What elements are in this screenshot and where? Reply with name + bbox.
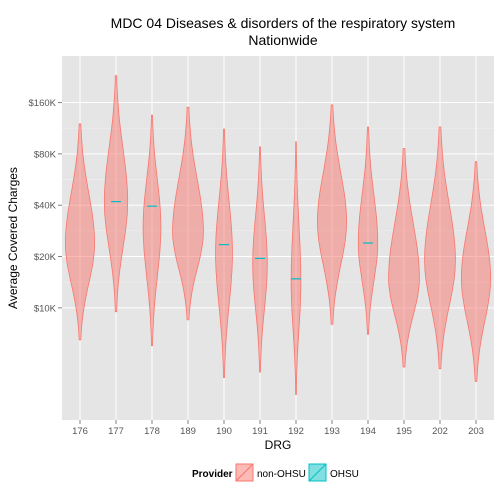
legend-label-non-ohsu: non-OHSU	[257, 469, 306, 480]
violin-non-ohsu	[460, 161, 492, 382]
ohsu-marks	[111, 200, 373, 280]
y-axis-ticks: $10K $20K $40K $80K $160K	[29, 98, 62, 314]
x-tick-label: 189	[180, 426, 196, 437]
x-tick-label: 177	[108, 426, 124, 437]
legend-title: Provider	[192, 469, 233, 480]
x-tick-label: 193	[324, 426, 340, 437]
x-tick-label: 195	[396, 426, 412, 437]
x-tick-label: 192	[288, 426, 304, 437]
x-tick-label: 203	[468, 426, 484, 437]
x-tick-label: 202	[432, 426, 448, 437]
violin-non-ohsu	[64, 123, 96, 341]
x-axis-ticks: 176 177 178 189 190 191 192 193 194 195 202 203	[72, 420, 484, 437]
violin-non-ohsu	[142, 114, 162, 347]
violin-non-ohsu	[424, 126, 456, 370]
x-tick-label: 176	[72, 426, 88, 437]
y-tick-label: $40K	[34, 201, 57, 212]
legend-key-ohsu-slash	[308, 463, 327, 482]
x-tick-label: 191	[252, 426, 268, 437]
y-tick-label: $10K	[34, 303, 57, 314]
legend-label-ohsu: OHSU	[330, 469, 359, 480]
violins	[64, 75, 492, 395]
y-axis-title: Average Covered Charges	[6, 167, 20, 309]
chart-subtitle: Nationwide	[248, 32, 317, 48]
violin-non-ohsu	[172, 106, 204, 321]
legend-key-non-ohsu-slash	[235, 463, 254, 482]
y-tick-label: $20K	[34, 252, 57, 263]
violin-non-ohsu	[252, 146, 268, 373]
chart-title: MDC 04 Diseases & disorders of the respi…	[111, 15, 456, 31]
x-tick-label: 190	[216, 426, 232, 437]
violin-non-ohsu	[316, 104, 348, 325]
y-tick-label: $160K	[29, 98, 57, 109]
violin-non-ohsu	[103, 75, 129, 313]
x-tick-label: 194	[360, 426, 376, 437]
y-tick-label: $80K	[34, 149, 57, 160]
violin-non-ohsu	[215, 128, 233, 378]
violin-non-ohsu	[357, 126, 379, 335]
violin-non-ohsu	[388, 148, 420, 368]
legend: Provider non-OHSU OHSU	[192, 463, 359, 482]
x-axis-title: DRG	[265, 438, 292, 452]
x-tick-label: 178	[144, 426, 160, 437]
plot-panel	[62, 56, 494, 420]
violin-non-ohsu	[290, 141, 302, 395]
